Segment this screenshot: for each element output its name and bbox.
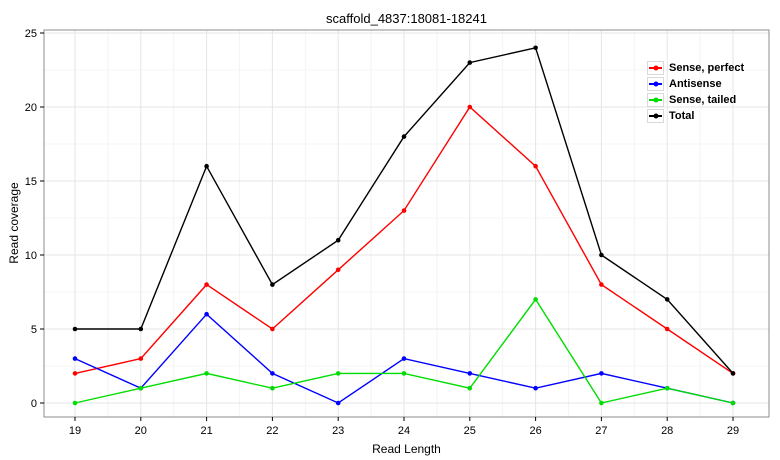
data-point-total <box>599 252 604 258</box>
legend-label: Total <box>669 110 695 122</box>
x-axis-label: Read Length <box>372 442 441 456</box>
legend-label: Sense, tailed <box>669 94 737 106</box>
data-point-antisense <box>72 356 78 361</box>
x-tick-label: 20 <box>135 425 147 437</box>
x-tick-label: 29 <box>727 425 739 437</box>
data-point-sense-perfect <box>204 282 209 287</box>
data-point-sense-tailed <box>533 297 538 302</box>
data-point-total <box>467 60 473 65</box>
legend-dot-swatch <box>653 97 658 103</box>
legend-label: Antisense <box>669 78 722 90</box>
y-tick-label: 25 <box>25 28 37 40</box>
x-tick-label: 23 <box>332 425 344 437</box>
data-point-sense-tailed <box>138 385 144 391</box>
data-point-sense-perfect <box>270 326 275 332</box>
chart-title: scaffold_4837:18081-18241 <box>326 11 487 26</box>
y-axis-label: Read coverage <box>7 182 21 264</box>
data-point-sense-perfect <box>467 104 473 110</box>
data-point-sense-perfect <box>335 267 341 273</box>
data-point-sense-perfect <box>533 163 538 169</box>
data-point-total <box>270 282 275 287</box>
x-tick-label: 24 <box>398 425 410 437</box>
data-point-antisense <box>270 371 275 376</box>
legend-item-sense-tailed: Sense, tailed <box>647 92 744 108</box>
panel-border <box>43 29 770 418</box>
data-point-sense-perfect <box>664 326 670 332</box>
x-tick-label: 27 <box>595 425 607 437</box>
data-point-sense-perfect <box>599 282 604 287</box>
data-point-total <box>204 163 209 169</box>
legend-key-sense-perfect <box>647 61 664 75</box>
data-point-total <box>335 237 341 243</box>
legend-item-sense-perfect: Sense, perfect <box>647 60 744 76</box>
y-tick-label: 5 <box>31 324 37 336</box>
data-point-antisense <box>204 311 209 317</box>
data-point-total <box>664 297 670 302</box>
legend-label: Sense, perfect <box>669 62 745 74</box>
data-point-sense-tailed <box>270 385 275 391</box>
x-tick-label: 19 <box>69 425 81 437</box>
x-tick-label: 21 <box>200 425 212 437</box>
data-point-sense-tailed <box>730 400 736 406</box>
legend-dot-swatch <box>653 65 658 71</box>
data-point-sense-tailed <box>72 400 78 406</box>
legend-key-sense-tailed <box>647 93 664 107</box>
y-tick-label: 15 <box>25 176 37 188</box>
data-point-total <box>730 371 736 376</box>
data-point-antisense <box>467 371 473 376</box>
data-point-sense-tailed <box>204 371 209 376</box>
legend-dot-swatch <box>653 81 658 87</box>
legend-item-total: Total <box>647 108 744 124</box>
data-point-antisense <box>599 371 604 376</box>
data-point-sense-perfect <box>401 208 407 213</box>
legend-key-antisense <box>647 77 664 91</box>
data-point-sense-perfect <box>72 371 78 376</box>
data-point-antisense <box>533 385 538 391</box>
data-point-total <box>72 326 78 332</box>
data-point-antisense <box>401 356 407 361</box>
x-tick-label: 22 <box>266 425 278 437</box>
data-point-total <box>533 45 538 51</box>
data-point-antisense <box>335 400 341 406</box>
legend-item-antisense: Antisense <box>647 76 744 92</box>
data-point-sense-tailed <box>599 400 604 406</box>
data-point-sense-tailed <box>467 385 473 391</box>
y-tick-label: 20 <box>25 102 37 114</box>
data-point-total <box>401 134 407 139</box>
data-point-sense-tailed <box>664 385 670 391</box>
legend-key-total <box>647 109 664 123</box>
data-point-sense-perfect <box>138 356 144 361</box>
y-tick-label: 10 <box>25 250 37 262</box>
data-point-sense-tailed <box>335 371 341 376</box>
x-tick-label: 28 <box>661 425 673 437</box>
data-point-total <box>138 326 144 332</box>
x-tick-label: 25 <box>464 425 476 437</box>
data-point-sense-tailed <box>401 371 407 376</box>
legend: Sense, perfect Antisense Sense, tailed T… <box>647 60 744 124</box>
y-tick-label: 0 <box>31 398 37 410</box>
legend-dot-swatch <box>653 113 658 119</box>
x-tick-label: 26 <box>529 425 541 437</box>
